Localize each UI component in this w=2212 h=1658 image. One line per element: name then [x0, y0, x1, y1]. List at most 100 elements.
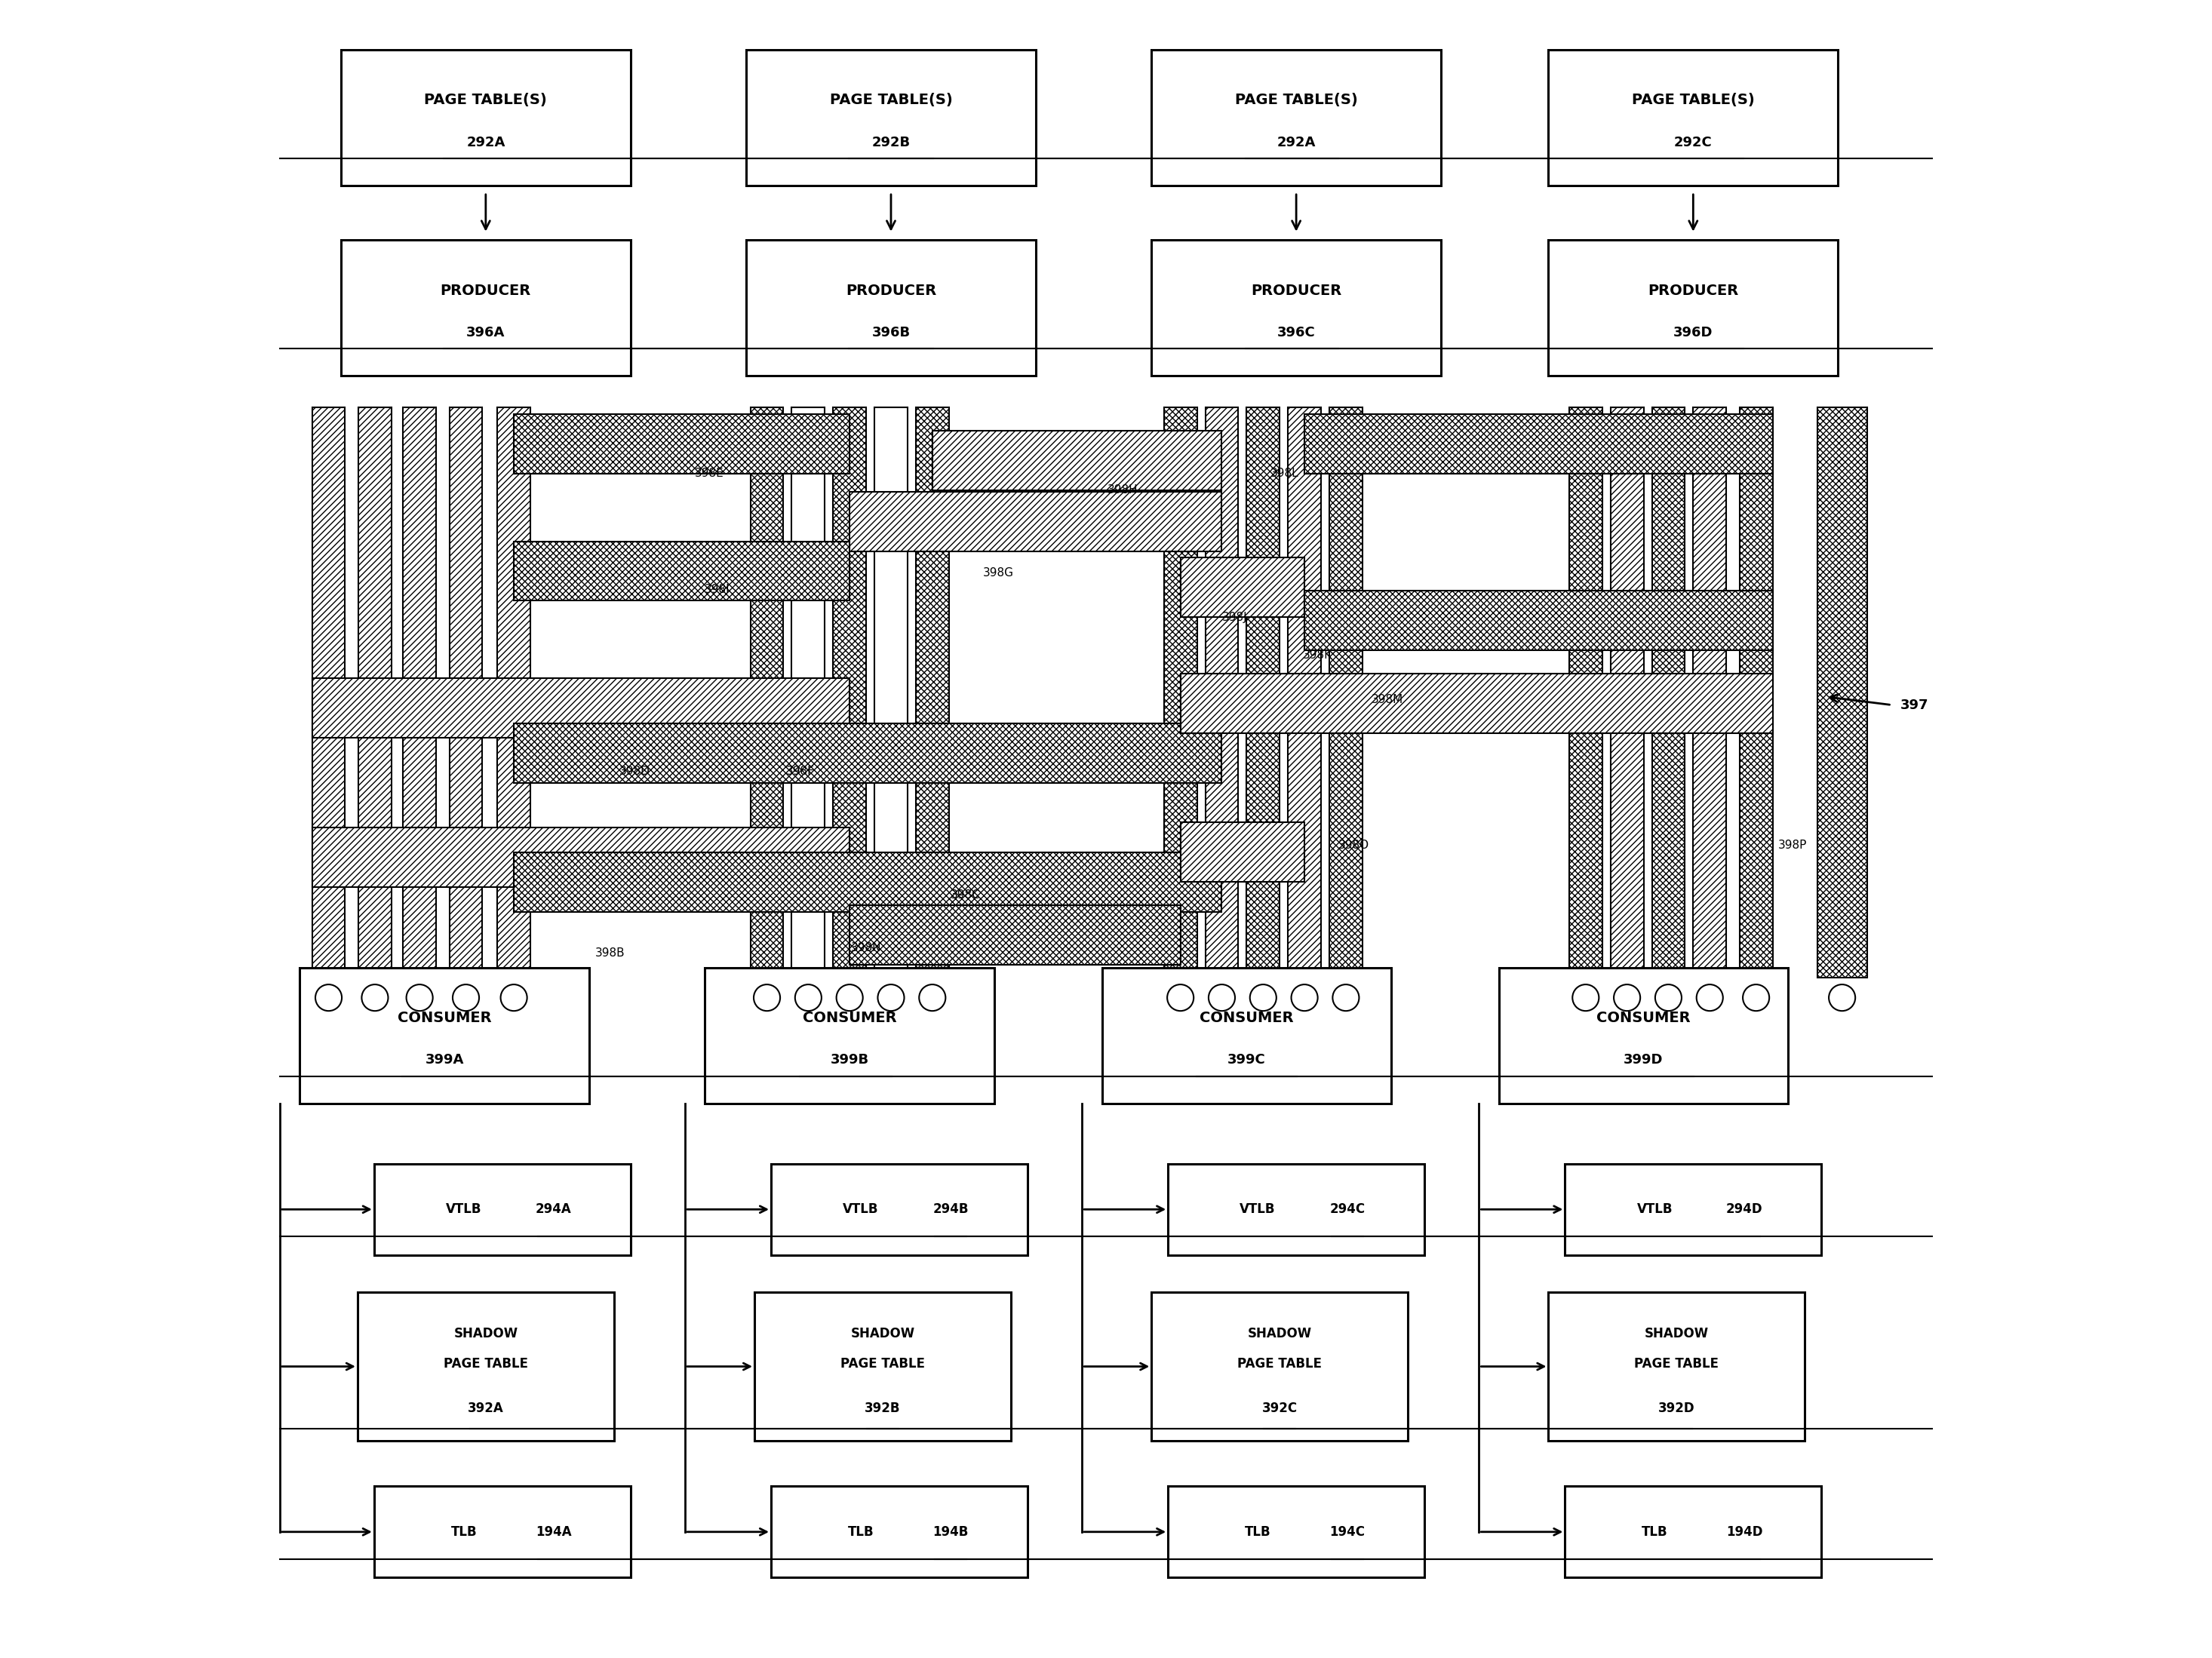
Text: 398G: 398G	[982, 567, 1013, 579]
Text: CONSUMER: CONSUMER	[1199, 1011, 1294, 1025]
Text: PAGE TABLE(S): PAGE TABLE(S)	[830, 93, 953, 108]
Text: SHADOW: SHADOW	[1644, 1326, 1708, 1341]
Bar	[1548, 240, 1838, 376]
Bar	[1739, 408, 1772, 978]
Text: 399A: 399A	[425, 1053, 465, 1068]
Text: 194B: 194B	[933, 1525, 969, 1539]
Bar	[1566, 1486, 1820, 1577]
Circle shape	[407, 985, 434, 1011]
Text: 397: 397	[1900, 698, 1929, 711]
Text: 292C: 292C	[1674, 136, 1712, 149]
Bar	[1610, 408, 1644, 978]
Bar	[1568, 408, 1601, 978]
Circle shape	[1743, 985, 1770, 1011]
Text: VTLB: VTLB	[843, 1202, 878, 1217]
Bar	[374, 1486, 630, 1577]
Text: PRODUCER: PRODUCER	[845, 284, 936, 297]
Text: 396D: 396D	[1674, 325, 1712, 340]
Bar	[754, 1292, 1011, 1441]
Bar	[358, 1292, 615, 1441]
Bar	[745, 50, 1035, 186]
Bar	[1152, 240, 1440, 376]
Text: PAGE TABLE(S): PAGE TABLE(S)	[1234, 93, 1358, 108]
Circle shape	[316, 985, 343, 1011]
Circle shape	[836, 985, 863, 1011]
Text: 392A: 392A	[467, 1401, 504, 1414]
Bar	[1248, 408, 1281, 978]
Circle shape	[1615, 985, 1641, 1011]
Bar	[1329, 408, 1363, 978]
Bar	[513, 414, 849, 474]
Text: 398B: 398B	[595, 947, 624, 958]
Bar	[312, 408, 345, 978]
Bar	[1181, 822, 1305, 882]
Text: PAGE TABLE(S): PAGE TABLE(S)	[1632, 93, 1754, 108]
Text: PAGE TABLE: PAGE TABLE	[1237, 1356, 1323, 1370]
Text: 398C: 398C	[951, 889, 980, 900]
Circle shape	[754, 985, 781, 1011]
Text: 396B: 396B	[872, 325, 911, 340]
Bar	[312, 827, 849, 887]
Text: SHADOW: SHADOW	[1248, 1326, 1312, 1341]
Bar	[341, 50, 630, 186]
Text: PAGE TABLE(S): PAGE TABLE(S)	[425, 93, 546, 108]
Text: VTLB: VTLB	[447, 1202, 482, 1217]
Text: 194C: 194C	[1329, 1525, 1365, 1539]
Circle shape	[1292, 985, 1318, 1011]
Text: TLB: TLB	[1641, 1525, 1668, 1539]
Circle shape	[500, 985, 526, 1011]
Text: 392C: 392C	[1261, 1401, 1298, 1414]
Bar	[1305, 414, 1772, 474]
Circle shape	[1208, 985, 1234, 1011]
Text: VTLB: VTLB	[1241, 1202, 1276, 1217]
Bar	[745, 240, 1035, 376]
Circle shape	[794, 985, 821, 1011]
Text: 398K: 398K	[1303, 650, 1332, 662]
Bar	[341, 240, 630, 376]
Bar	[1152, 50, 1440, 186]
Text: CONSUMER: CONSUMER	[803, 1011, 896, 1025]
Bar	[772, 1486, 1026, 1577]
Bar	[1152, 1292, 1407, 1441]
Bar	[513, 723, 1221, 783]
Circle shape	[363, 985, 387, 1011]
Bar	[1164, 408, 1197, 978]
Text: 294A: 294A	[535, 1202, 571, 1217]
Text: PAGE TABLE: PAGE TABLE	[1635, 1356, 1719, 1370]
Bar	[513, 852, 1221, 912]
Bar	[1181, 557, 1305, 617]
Text: 398J: 398J	[1223, 612, 1248, 623]
Text: 398N: 398N	[852, 942, 880, 953]
Bar	[1305, 590, 1772, 650]
Bar	[874, 408, 907, 978]
Text: 398L: 398L	[1270, 468, 1298, 479]
Text: SHADOW: SHADOW	[852, 1326, 916, 1341]
Text: 399D: 399D	[1624, 1053, 1663, 1068]
Bar	[513, 541, 849, 600]
Bar	[931, 431, 1221, 491]
Bar	[1181, 673, 1772, 733]
Bar	[1168, 1164, 1425, 1255]
Circle shape	[453, 985, 480, 1011]
Bar	[1287, 408, 1321, 978]
Bar	[834, 408, 867, 978]
Text: 396C: 396C	[1276, 325, 1316, 340]
Bar	[706, 968, 995, 1104]
Text: 398F: 398F	[785, 766, 814, 778]
Bar	[1566, 1164, 1820, 1255]
Text: TLB: TLB	[451, 1525, 478, 1539]
Text: 392D: 392D	[1659, 1401, 1694, 1414]
Bar	[792, 408, 825, 978]
Bar	[498, 408, 531, 978]
Text: TLB: TLB	[1245, 1525, 1272, 1539]
Text: 294D: 294D	[1725, 1202, 1763, 1217]
Text: 398O: 398O	[1338, 841, 1369, 851]
Text: 292B: 292B	[872, 136, 911, 149]
Circle shape	[1697, 985, 1723, 1011]
Text: CONSUMER: CONSUMER	[398, 1011, 491, 1025]
Circle shape	[1168, 985, 1194, 1011]
Bar	[299, 968, 588, 1104]
Text: 398E: 398E	[695, 468, 723, 479]
Circle shape	[1655, 985, 1681, 1011]
Bar	[1818, 408, 1867, 978]
